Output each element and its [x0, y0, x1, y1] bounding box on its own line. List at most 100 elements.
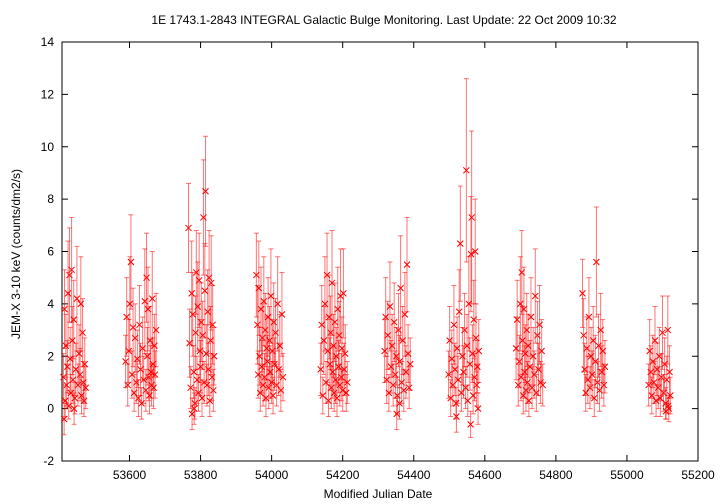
data-point — [405, 366, 413, 410]
x-marker — [531, 292, 539, 300]
data-point — [151, 350, 159, 399]
x-marker — [187, 384, 194, 392]
x-marker — [472, 334, 480, 342]
data-point — [82, 366, 90, 410]
x-marker — [342, 389, 350, 397]
x-marker — [254, 321, 261, 329]
x-marker — [203, 381, 211, 389]
x-tick: 54200 — [326, 42, 360, 482]
x-marker — [585, 313, 593, 321]
data-point — [135, 379, 142, 417]
x-marker — [61, 305, 68, 313]
x-marker — [454, 376, 462, 384]
data-point — [451, 342, 459, 397]
x-marker — [124, 381, 132, 389]
y-tick: 14 — [41, 35, 698, 49]
y-tick: 12 — [41, 87, 698, 101]
data-point — [187, 366, 194, 410]
x-marker — [188, 290, 196, 297]
y-axis-label: JEM-X 3-10 keV (counts/dm2/s) — [9, 169, 23, 339]
x-tick-label: 54200 — [326, 468, 360, 482]
x-marker — [60, 415, 68, 423]
x-marker — [523, 326, 531, 334]
x-marker — [123, 313, 131, 321]
x-axis-label: Modified Julian Date — [324, 487, 433, 501]
x-marker — [529, 352, 537, 360]
y-tick: -2 — [43, 454, 698, 468]
x-marker — [467, 420, 474, 428]
x-marker — [339, 386, 347, 394]
x-marker — [341, 350, 349, 357]
x-marker — [61, 397, 69, 405]
data-point — [70, 279, 78, 360]
x-marker — [590, 394, 598, 402]
data-point — [201, 243, 209, 339]
x-marker — [79, 329, 86, 337]
x-marker — [81, 360, 89, 368]
data-point — [593, 206, 600, 318]
x-marker — [521, 350, 529, 357]
data-point — [207, 235, 215, 331]
x-marker — [257, 305, 265, 313]
x-marker — [390, 318, 398, 326]
x-marker — [656, 394, 664, 402]
x-marker — [393, 410, 401, 418]
x-marker — [329, 368, 337, 376]
x-marker — [396, 400, 403, 407]
data-point — [126, 256, 134, 352]
x-marker — [70, 316, 78, 323]
x-marker — [467, 250, 475, 258]
x-marker — [326, 360, 334, 368]
data-point — [142, 368, 150, 412]
x-marker — [474, 363, 481, 371]
data-point — [337, 353, 345, 402]
data-point — [189, 271, 197, 357]
data-point — [339, 368, 347, 412]
x-marker — [333, 394, 341, 402]
x-marker — [593, 258, 600, 266]
y-tick-label: 2 — [47, 349, 54, 363]
x-marker — [522, 386, 530, 394]
x-marker — [196, 347, 204, 355]
x-marker — [580, 331, 587, 339]
data-point — [70, 392, 78, 425]
x-marker — [650, 379, 658, 386]
x-marker — [143, 274, 150, 282]
x-marker — [185, 224, 192, 232]
data-point — [527, 277, 535, 357]
data-point — [396, 387, 403, 420]
x-marker — [334, 305, 342, 313]
data-point — [528, 366, 536, 410]
data-point — [327, 295, 334, 370]
x-marker — [455, 308, 463, 316]
x-marker — [525, 397, 533, 405]
x-marker — [335, 331, 343, 339]
x-marker — [330, 342, 337, 350]
data-point — [152, 292, 160, 368]
x-marker — [259, 334, 266, 342]
x-marker — [328, 279, 336, 287]
data-point — [60, 402, 68, 436]
x-marker — [189, 310, 197, 318]
x-marker — [538, 347, 546, 355]
data-point — [325, 274, 333, 360]
x-marker — [266, 337, 273, 344]
y-tick-label: 4 — [47, 297, 54, 311]
data-point — [519, 376, 527, 415]
x-marker — [340, 365, 348, 373]
x-marker — [539, 381, 547, 389]
x-marker — [279, 373, 287, 381]
x-marker — [151, 371, 159, 378]
data-point — [192, 230, 200, 315]
data-point — [140, 355, 148, 404]
x-marker — [464, 397, 472, 405]
x-marker — [516, 300, 524, 308]
data-point — [393, 397, 401, 431]
data-point — [185, 182, 192, 273]
x-marker — [600, 381, 608, 389]
x-tick-label: 55000 — [610, 468, 644, 482]
x-marker — [513, 316, 521, 323]
x-marker — [666, 368, 673, 376]
data-point — [650, 360, 658, 404]
x-marker — [520, 305, 528, 313]
